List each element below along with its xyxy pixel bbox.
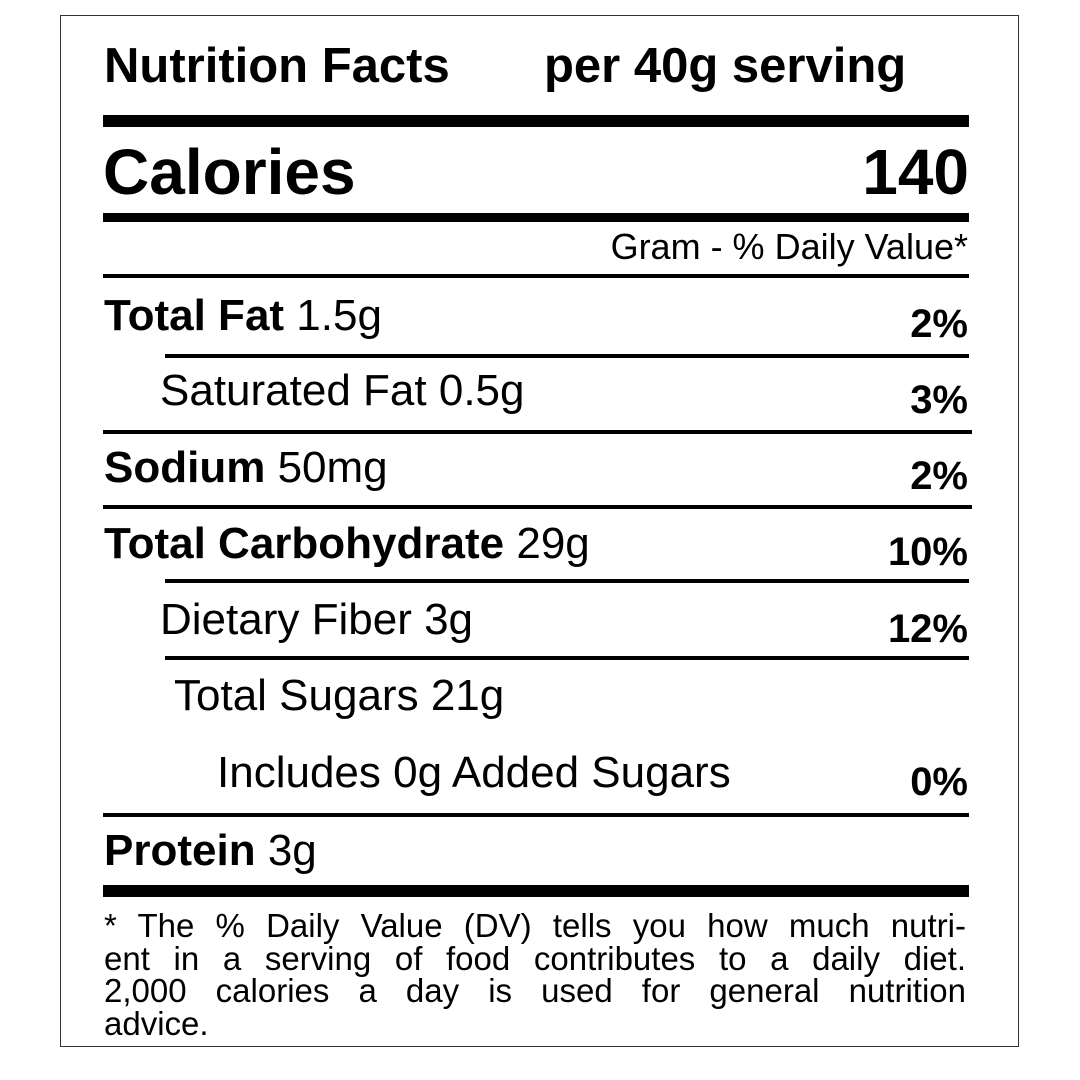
divider <box>103 505 972 509</box>
nutrient-label: Sodium <box>104 443 266 492</box>
divider <box>165 656 969 660</box>
footnote-line: * The % Daily Value (DV) tells you how m… <box>104 907 966 944</box>
divider <box>103 813 969 817</box>
row-sodium: Sodium 50mg <box>104 446 388 490</box>
dv-dietary-fiber: 12% <box>887 607 968 651</box>
row-total-carbohydrate: Total Carbohydrate 29g <box>104 522 590 566</box>
nutrient-amount: 3g <box>267 826 317 875</box>
row-dietary-fiber: Dietary Fiber 3g <box>160 598 473 642</box>
label-title: Nutrition Facts <box>104 39 450 93</box>
row-total-sugars: Total Sugars 21g <box>174 674 504 718</box>
dv-added-sugars: 0% <box>910 760 968 804</box>
divider <box>165 579 969 583</box>
nutrient-label: Dietary Fiber <box>160 595 412 644</box>
footnote-line: 2,000 calories a day is used for general… <box>104 972 966 1009</box>
nutrient-label: Total Fat <box>104 291 285 340</box>
divider <box>103 274 969 278</box>
divider <box>103 430 972 434</box>
daily-value-header: Gram - % Daily Value* <box>610 226 968 267</box>
row-added-sugars: Includes 0g Added Sugars <box>217 748 731 797</box>
thick-divider <box>103 213 969 222</box>
row-saturated-fat: Saturated Fat 0.5g <box>160 369 524 413</box>
nutrient-amount: 29g <box>516 519 590 568</box>
dv-sodium: 2% <box>910 454 968 498</box>
nutrient-amount: 50mg <box>277 443 388 492</box>
calories-value: 140 <box>862 136 969 208</box>
nutrient-label: Total Carbohydrate <box>104 519 505 568</box>
dv-saturated-fat: 3% <box>910 378 968 422</box>
serving-size: per 40g serving <box>544 39 907 93</box>
nutrient-label: Saturated Fat <box>160 366 427 415</box>
nutrient-label: Total Sugars <box>174 671 419 720</box>
dv-total-carbohydrate: 10% <box>887 530 968 574</box>
row-total-fat: Total Fat 1.5g <box>104 294 382 338</box>
calories-label: Calories <box>103 136 356 208</box>
thick-divider <box>103 115 969 127</box>
footnote-line: ent in a serving of food contributes to … <box>104 939 966 977</box>
nutrient-amount: 3g <box>424 595 474 644</box>
nutrient-amount: 1.5g <box>296 291 382 340</box>
nutrient-label: Protein <box>104 826 256 875</box>
footnote: * The % Daily Value (DV) tells you how m… <box>104 907 966 1042</box>
footnote-line: advice. <box>104 1004 209 1042</box>
nutrient-amount: 21g <box>430 671 505 720</box>
row-protein: Protein 3g <box>104 829 317 873</box>
thick-divider <box>103 885 969 897</box>
nutrient-amount: 0.5g <box>438 366 525 415</box>
dv-total-fat: 2% <box>910 302 968 346</box>
divider <box>165 354 969 358</box>
label-frame <box>60 15 1019 1047</box>
